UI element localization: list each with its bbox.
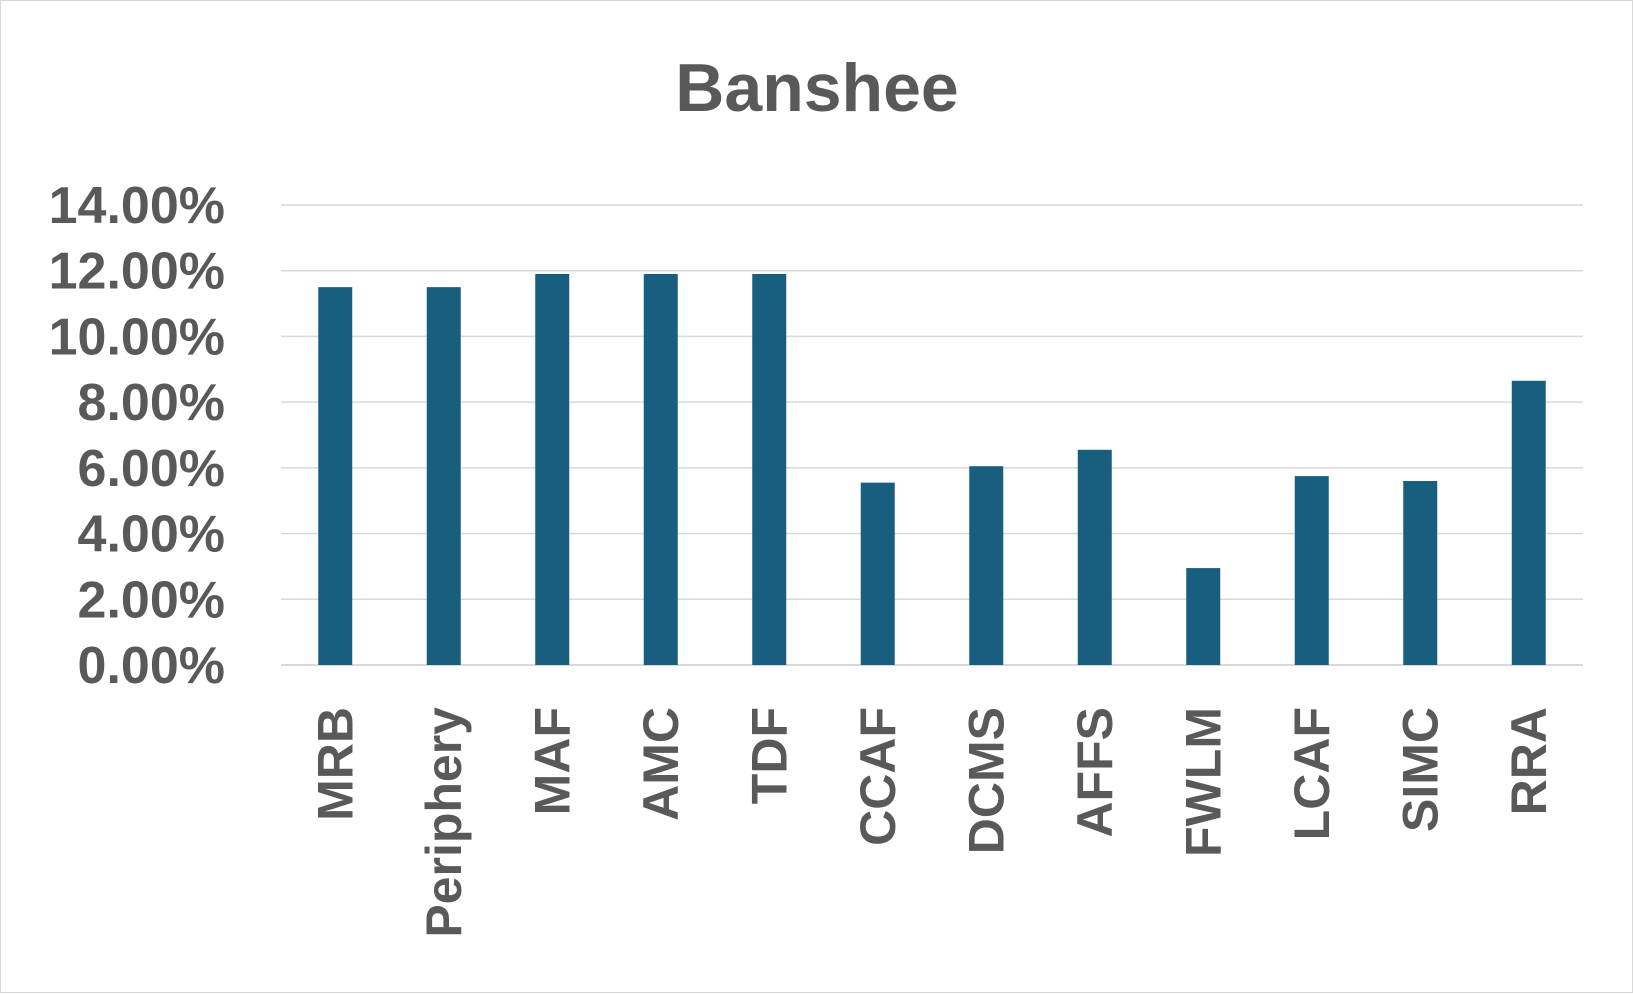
bar-affs — [1077, 449, 1112, 665]
x-tick-label: FWLM — [1175, 707, 1231, 857]
x-axis-tick-labels: MRB Periphery MAF AMC TDF CCAF DCMS AFFS FWLM LCA… — [307, 707, 1557, 938]
y-tick-label: 6.00% — [78, 440, 225, 498]
gridlines — [281, 204, 1583, 666]
bar-lcaf — [1294, 476, 1329, 665]
x-tick-label: MRB — [307, 707, 363, 821]
bar-fwlm — [1186, 568, 1221, 665]
x-tick-label: SIMC — [1392, 707, 1448, 832]
x-tick-label: Periphery — [416, 707, 472, 938]
x-tick-label: RRA — [1501, 707, 1557, 815]
bars — [318, 274, 1546, 665]
x-tick-label: TDF — [741, 707, 797, 804]
bar-maf — [535, 274, 570, 665]
x-tick-label: CCAF — [850, 707, 906, 846]
chart-title: Banshee — [675, 50, 958, 126]
y-tick-label: 4.00% — [78, 506, 225, 564]
y-tick-label: 2.00% — [78, 571, 225, 629]
bar-simc — [1403, 481, 1438, 665]
bar-rra — [1511, 380, 1546, 665]
x-tick-label: LCAF — [1284, 707, 1340, 840]
bar-tdf — [752, 274, 787, 665]
bar-mrb — [318, 287, 353, 665]
bar-dcms — [969, 466, 1004, 665]
bar-ccaf — [860, 482, 895, 665]
x-tick-label: DCMS — [958, 707, 1014, 854]
x-tick-label: MAF — [524, 707, 580, 815]
bar-periphery — [426, 287, 461, 665]
y-axis-tick-labels: 0.00% 2.00% 4.00% 6.00% 8.00% 10.00% 12.00% 14.… — [49, 177, 225, 695]
y-tick-label: 10.00% — [49, 308, 225, 366]
y-tick-label: 8.00% — [78, 374, 225, 432]
x-tick-label: AFFS — [1067, 707, 1123, 838]
x-tick-label: AMC — [633, 707, 689, 821]
y-tick-label: 0.00% — [78, 637, 225, 695]
y-tick-label: 12.00% — [49, 243, 225, 301]
bar-amc — [643, 274, 678, 665]
y-tick-label: 14.00% — [49, 177, 225, 235]
